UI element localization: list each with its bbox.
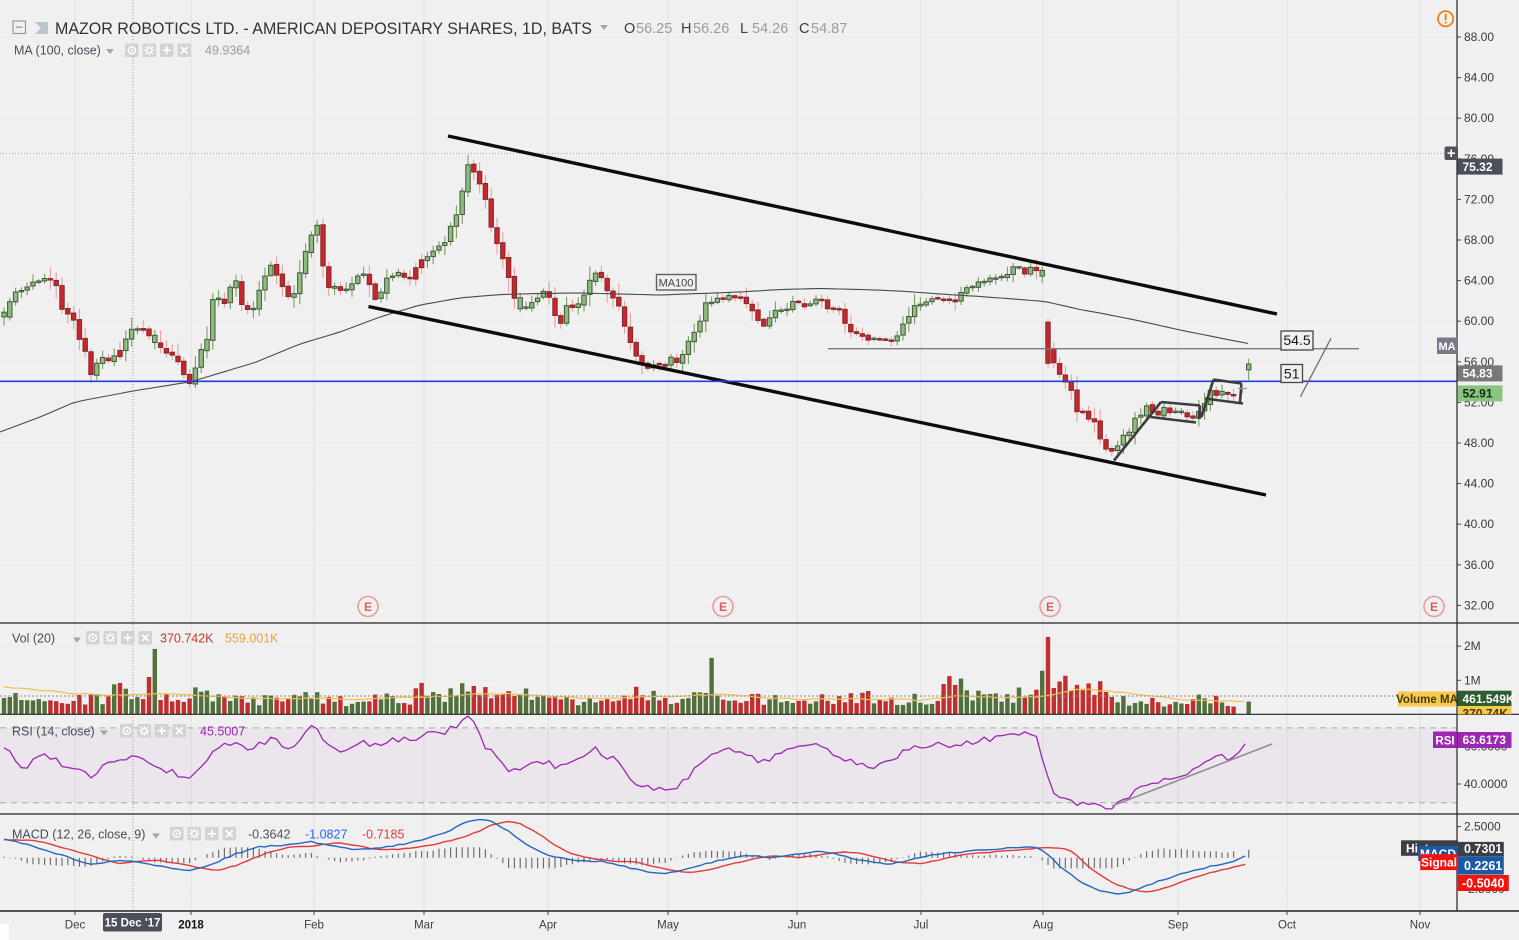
svg-text:49.9364: 49.9364 (205, 44, 250, 58)
svg-text:370.74K: 370.74K (1463, 707, 1509, 721)
svg-text:40.0000: 40.0000 (1464, 777, 1508, 791)
svg-text:54.26: 54.26 (752, 21, 788, 37)
svg-text:RSI (14, close): RSI (14, close) (12, 725, 95, 739)
svg-text:15 Dec '17: 15 Dec '17 (105, 918, 161, 930)
svg-text:Oct: Oct (1278, 920, 1297, 932)
svg-text:MACD (12, 26, close, 9): MACD (12, 26, close, 9) (12, 828, 145, 842)
svg-text:56.26: 56.26 (693, 21, 729, 37)
svg-text:Feb: Feb (304, 920, 324, 932)
svg-text:C: C (799, 21, 809, 37)
svg-text:H: H (681, 21, 691, 37)
svg-text:Aug: Aug (1033, 920, 1053, 932)
svg-text:-0.7185: -0.7185 (362, 828, 404, 842)
svg-text:2.5000: 2.5000 (1464, 820, 1501, 834)
svg-text:O: O (624, 21, 635, 37)
svg-text:MA100: MA100 (659, 277, 694, 289)
svg-text:88.00: 88.00 (1464, 30, 1494, 44)
svg-text:MA (100, close): MA (100, close) (14, 44, 101, 58)
svg-text:Mar: Mar (414, 920, 434, 932)
svg-text:Vol (20): Vol (20) (12, 632, 55, 646)
svg-text:80.00: 80.00 (1464, 111, 1494, 125)
svg-text:0.7301: 0.7301 (1464, 842, 1502, 856)
svg-text:E: E (1046, 600, 1054, 614)
svg-text:-1.0827: -1.0827 (305, 828, 347, 842)
svg-text:559.001K: 559.001K (225, 632, 279, 646)
svg-text:MAZOR ROBOTICS LTD. - AMERICAN: MAZOR ROBOTICS LTD. - AMERICAN DEPOSITAR… (55, 19, 592, 38)
svg-text:Nov: Nov (1410, 920, 1431, 932)
svg-text:45.5007: 45.5007 (200, 725, 245, 739)
svg-text:40.00: 40.00 (1464, 517, 1494, 531)
svg-text:Sep: Sep (1168, 920, 1188, 932)
svg-text:63.6173: 63.6173 (1463, 733, 1507, 747)
svg-text:L: L (740, 21, 748, 37)
svg-text:52.91: 52.91 (1463, 387, 1493, 401)
svg-text:68.00: 68.00 (1464, 233, 1494, 247)
svg-text:RSI: RSI (1435, 735, 1454, 747)
svg-text:56.25: 56.25 (636, 21, 672, 37)
svg-text:1M: 1M (1464, 673, 1481, 687)
svg-text:370.742K: 370.742K (160, 632, 214, 646)
svg-text:64.00: 64.00 (1464, 274, 1494, 288)
svg-text:84.00: 84.00 (1464, 71, 1494, 85)
svg-text:56.00: 56.00 (1464, 355, 1494, 369)
svg-text:51: 51 (1284, 366, 1300, 382)
svg-text:75.32: 75.32 (1463, 160, 1493, 174)
svg-text:0.2261: 0.2261 (1464, 859, 1502, 873)
svg-text:E: E (719, 600, 727, 614)
svg-text:54.83: 54.83 (1463, 367, 1493, 381)
svg-text:Dec: Dec (65, 920, 86, 932)
svg-text:2M: 2M (1464, 639, 1481, 653)
svg-text:May: May (657, 920, 679, 932)
svg-text:E: E (1430, 600, 1438, 614)
svg-text:-0.3642: -0.3642 (248, 828, 290, 842)
svg-text:Jun: Jun (788, 920, 807, 932)
svg-text:54.5: 54.5 (1283, 332, 1310, 348)
svg-text:44.00: 44.00 (1464, 477, 1494, 491)
svg-text:Volume MA: Volume MA (1396, 694, 1458, 706)
svg-text:2018: 2018 (178, 920, 204, 932)
svg-text:E: E (364, 600, 372, 614)
svg-text:60.00: 60.00 (1464, 314, 1494, 328)
svg-text:36.00: 36.00 (1464, 558, 1494, 572)
svg-text:Signal: Signal (1421, 856, 1457, 870)
svg-text:MA: MA (1438, 341, 1455, 353)
svg-text:72.00: 72.00 (1464, 192, 1494, 206)
svg-text:48.00: 48.00 (1464, 436, 1494, 450)
svg-text:-0.5040: -0.5040 (1462, 877, 1504, 891)
svg-text:Apr: Apr (539, 920, 557, 932)
svg-text:461.549K: 461.549K (1463, 692, 1515, 706)
svg-text:Jul: Jul (914, 920, 929, 932)
svg-text:54.87: 54.87 (811, 21, 847, 37)
svg-text:32.00: 32.00 (1464, 598, 1494, 612)
